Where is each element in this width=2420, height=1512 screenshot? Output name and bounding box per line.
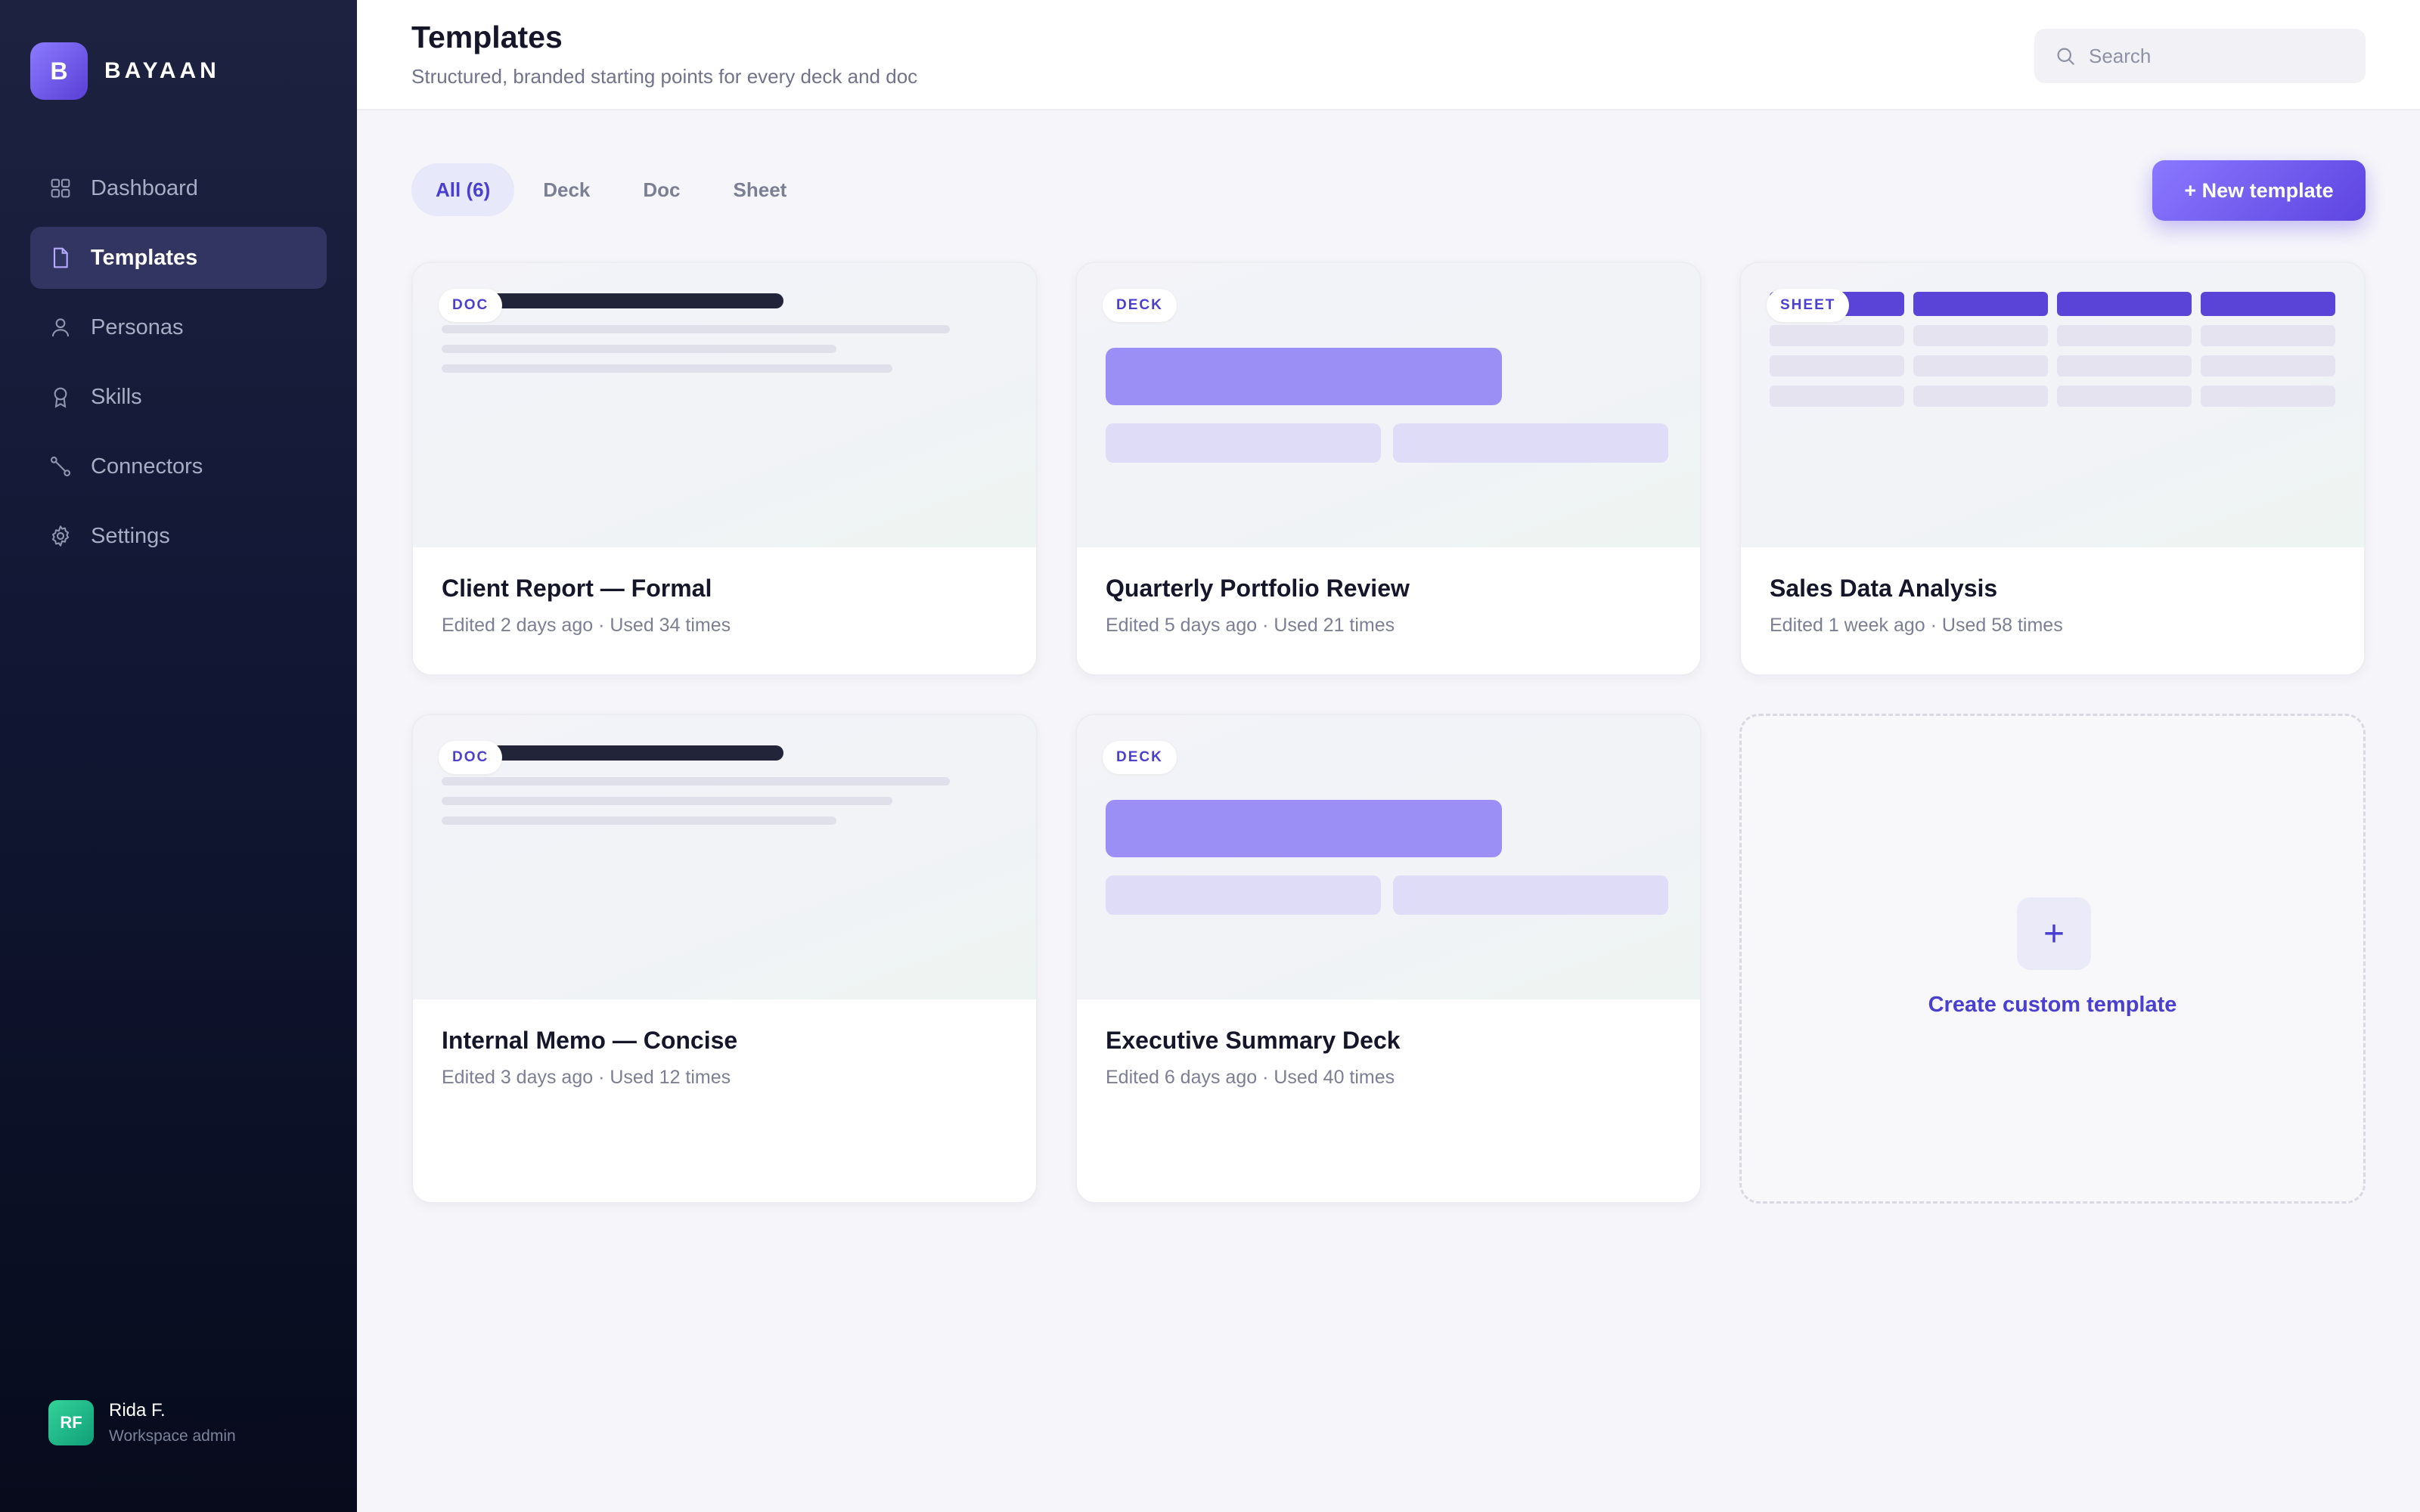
template-card[interactable]: DOC Internal Memo — Concise Edited 3 day… (411, 714, 1038, 1204)
preview-slide-block (1106, 875, 1381, 915)
type-badge: DECK (1103, 289, 1177, 322)
preview-slide-block (1393, 875, 1668, 915)
sheet-header-cell (2057, 292, 2192, 316)
grid-icon (48, 176, 73, 200)
page-header: Templates Structured, branded starting p… (357, 0, 2420, 110)
type-badge: DOC (439, 741, 503, 774)
preview-line (442, 797, 892, 805)
template-card[interactable]: SHEET Sales Data Analysis Edited 1 week … (1739, 262, 2366, 676)
card-title: Client Report — Formal (442, 575, 712, 602)
type-badge: DECK (1103, 741, 1177, 774)
sheet-cell (2057, 355, 2192, 376)
preview-line (442, 345, 836, 353)
template-card[interactable]: DOC Client Report — Formal Edited 2 days… (411, 262, 1038, 676)
card-title: Executive Summary Deck (1106, 1027, 1401, 1054)
sidebar-item-label: Connectors (91, 454, 203, 479)
sheet-cell (1770, 355, 1904, 376)
preview-line (442, 364, 892, 373)
sidebar-item-label: Templates (91, 245, 198, 270)
card-preview: DECK (1077, 263, 1700, 547)
sidebar: B BAYAAN Dashboard Templates Personas (0, 0, 357, 1512)
card-preview: SHEET (1741, 263, 2364, 547)
card-meta: Edited 1 week ago · Used 58 times (1770, 615, 2063, 636)
tab-doc[interactable]: Doc (643, 178, 681, 201)
tab-all[interactable]: All (6) (411, 163, 515, 216)
sidebar-item-label: Dashboard (91, 175, 198, 200)
preview-title-bar (442, 745, 783, 761)
card-meta: Edited 6 days ago · Used 40 times (1106, 1067, 1395, 1088)
sheet-cell (1913, 325, 2048, 346)
sheet-cell (1770, 325, 1904, 346)
search-icon (2057, 48, 2074, 65)
page-title: Templates (411, 20, 563, 54)
plus-icon: + (2017, 897, 2091, 970)
gear-icon (48, 524, 73, 548)
tab-sheet[interactable]: Sheet (733, 178, 787, 201)
sidebar-item-connectors[interactable]: Connectors (30, 435, 327, 497)
create-template-label: Create custom template (1928, 993, 2177, 1017)
page-subtitle: Structured, branded starting points for … (411, 65, 918, 88)
card-title: Sales Data Analysis (1770, 575, 1998, 602)
sheet-cell (2057, 386, 2192, 407)
new-template-button[interactable]: + New template (2152, 160, 2366, 221)
preview-slide-block (1106, 423, 1381, 463)
sheet-cell (2057, 325, 2192, 346)
sheet-header-cell (2201, 292, 2335, 316)
brand[interactable]: B BAYAAN (30, 42, 220, 100)
user-profile[interactable]: RF Rida F. Workspace admin (48, 1400, 236, 1445)
card-title: Quarterly Portfolio Review (1106, 575, 1410, 602)
sheet-cell (1770, 386, 1904, 407)
sidebar-item-settings[interactable]: Settings (30, 505, 327, 567)
card-preview: DECK (1077, 715, 1700, 999)
sidebar-item-label: Skills (91, 384, 142, 409)
user-name: Rida F. (109, 1400, 166, 1421)
preview-slide-block (1393, 423, 1668, 463)
sidebar-item-label: Personas (91, 314, 184, 339)
brand-logo: B (30, 42, 88, 100)
preview-line (442, 777, 950, 785)
user-role: Workspace admin (109, 1427, 236, 1445)
award-icon (48, 385, 73, 409)
sheet-cell (2201, 325, 2335, 346)
card-meta: Edited 5 days ago · Used 21 times (1106, 615, 1395, 636)
type-badge: DOC (439, 289, 503, 322)
connector-icon (48, 454, 73, 479)
sheet-cell (2201, 386, 2335, 407)
preview-line (442, 816, 836, 825)
card-meta: Edited 2 days ago · Used 34 times (442, 615, 731, 636)
sheet-cell (1913, 386, 2048, 407)
search-box[interactable] (2034, 29, 2366, 83)
template-card[interactable]: DECK Quarterly Portfolio Review Edited 5… (1075, 262, 1702, 676)
card-title: Internal Memo — Concise (442, 1027, 738, 1054)
card-preview: DOC (413, 715, 1036, 999)
preview-slide-title (1106, 348, 1502, 405)
sidebar-item-skills[interactable]: Skills (30, 366, 327, 428)
create-template-card[interactable]: + Create custom template (1739, 714, 2366, 1204)
sidebar-item-templates[interactable]: Templates (30, 227, 327, 289)
sidebar-item-label: Settings (91, 523, 170, 548)
sidebar-item-dashboard[interactable]: Dashboard (30, 157, 327, 219)
card-meta: Edited 3 days ago · Used 12 times (442, 1067, 731, 1088)
sheet-header-cell (1913, 292, 2048, 316)
preview-line (442, 325, 950, 333)
template-card[interactable]: DECK Executive Summary Deck Edited 6 day… (1075, 714, 1702, 1204)
tab-deck[interactable]: Deck (543, 178, 591, 201)
sidebar-nav: Dashboard Templates Personas Skills Conn… (30, 157, 327, 575)
sheet-cell (1913, 355, 2048, 376)
sidebar-item-personas[interactable]: Personas (30, 296, 327, 358)
type-badge: SHEET (1767, 289, 1850, 322)
user-icon (48, 315, 73, 339)
avatar: RF (48, 1400, 94, 1445)
preview-title-bar (442, 293, 783, 308)
brand-name: BAYAAN (104, 58, 220, 83)
card-preview: DOC (413, 263, 1036, 547)
search-input[interactable] (2089, 44, 2346, 68)
preview-slide-title (1106, 800, 1502, 857)
document-icon (48, 246, 73, 270)
sheet-cell (2201, 355, 2335, 376)
filter-tabs: All (6) Deck Doc Sheet (411, 163, 815, 216)
